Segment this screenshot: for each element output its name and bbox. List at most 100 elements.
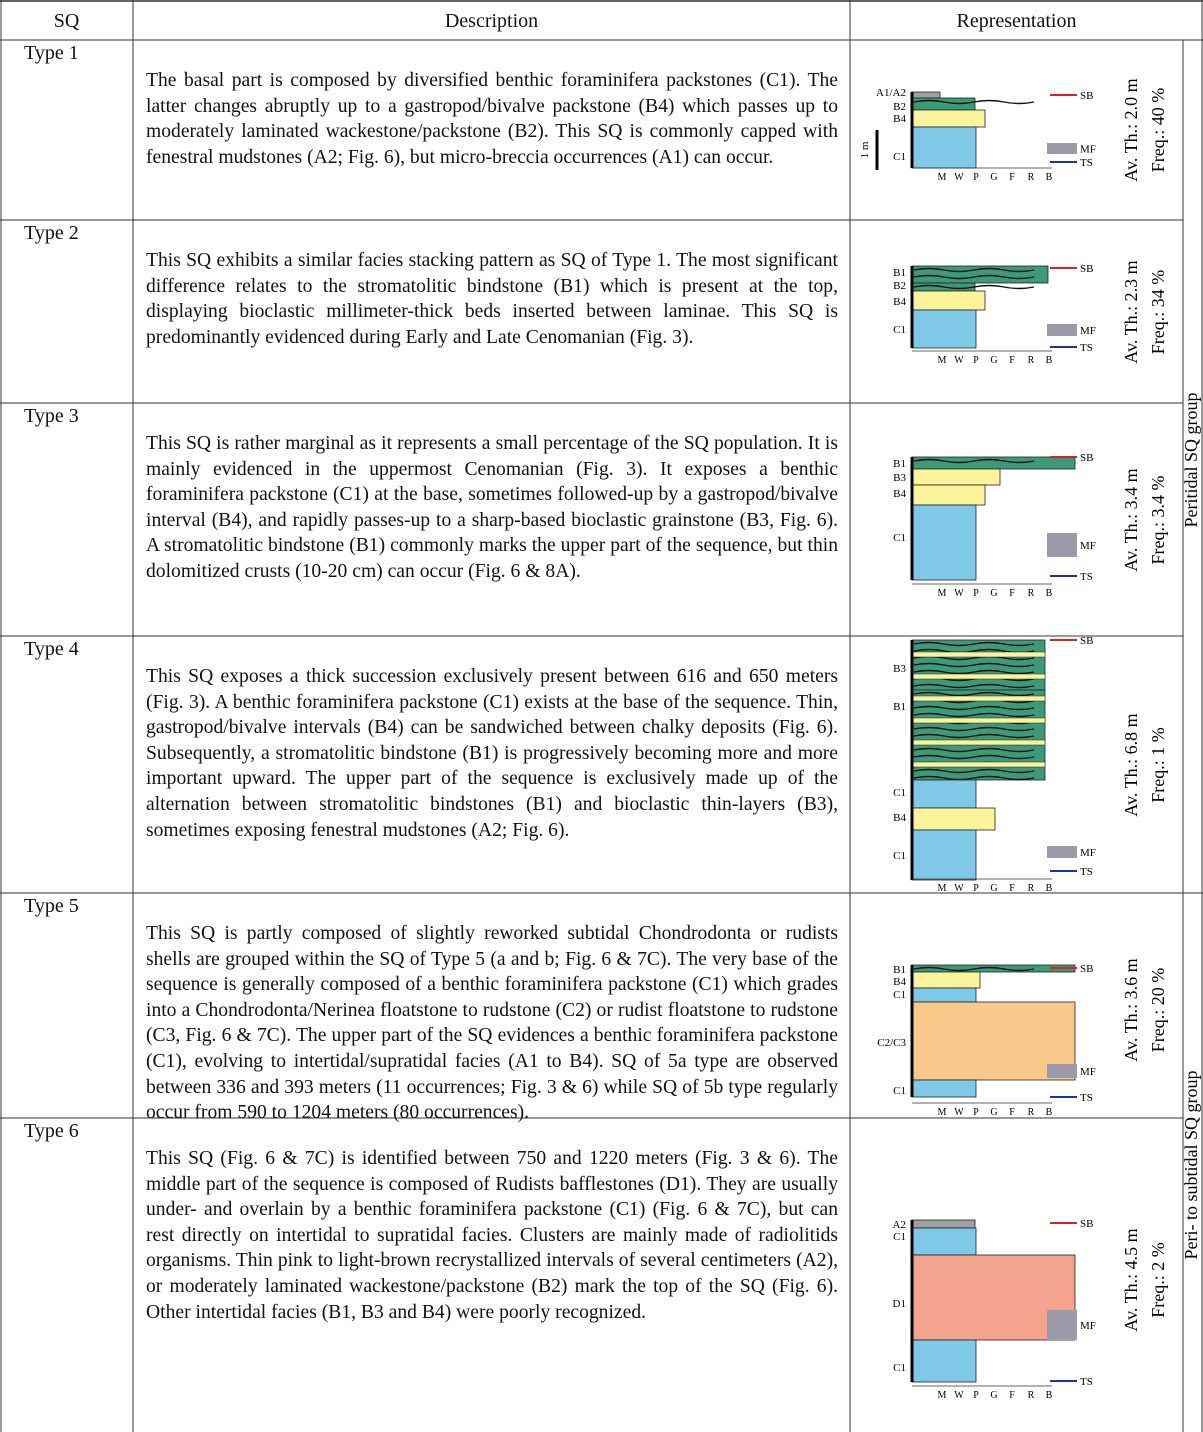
thickness: Av. Th.: 2.0 m [1121, 78, 1141, 181]
sb-label: SB [1080, 263, 1093, 275]
facies-block [911, 91, 941, 99]
axis-letter: B [1046, 355, 1053, 366]
facies-label: A2 [893, 1219, 906, 1231]
axis-letter: F [1009, 355, 1015, 366]
ts-label: TS [1080, 1092, 1093, 1104]
frequency: Freq.: 1 % [1148, 727, 1168, 803]
facies-label: C1 [893, 151, 906, 163]
axis-letter: P [973, 588, 979, 599]
mf-label: MF [1080, 540, 1096, 552]
ts-label: TS [1080, 157, 1093, 169]
lamina [913, 966, 1035, 972]
facies-block [911, 987, 977, 1003]
facies-block [911, 1219, 976, 1229]
thin-layer [911, 695, 1046, 702]
facies-label: B3 [893, 472, 906, 484]
axis-letter: R [1028, 355, 1035, 366]
axis-letter: M [938, 883, 947, 894]
axis-letter: B [1046, 1390, 1053, 1401]
lamina [913, 691, 1035, 697]
facies-label: B4 [893, 812, 906, 824]
group-label: Peritidal SQ group [1181, 393, 1201, 528]
description: This SQ exhibits a similar facies stacki… [146, 250, 838, 348]
facies-label: C1 [893, 787, 906, 799]
facies-block [911, 1339, 977, 1383]
lamina [913, 733, 1035, 739]
ts-label: TS [1080, 342, 1093, 354]
facies-label: B2 [893, 280, 906, 292]
facies-block [911, 309, 977, 349]
facies-block [911, 779, 977, 809]
facies-label: C2/C3 [877, 1037, 906, 1049]
axis-letter: R [1028, 883, 1035, 894]
facies-label: C1 [893, 850, 906, 862]
axis-letter: P [973, 172, 979, 183]
facies-block [911, 1227, 977, 1256]
lamina [913, 458, 1035, 464]
facies-block [911, 971, 981, 989]
frequency: Freq.: 34 % [1148, 270, 1168, 355]
axis-letter: G [990, 355, 997, 366]
lamina [913, 641, 1035, 647]
thin-layer [911, 673, 1046, 680]
mf-box [1047, 1064, 1077, 1078]
lamina [913, 726, 1035, 732]
sb-label: SB [1080, 90, 1093, 102]
lamina [913, 705, 1035, 711]
facies-block [911, 290, 986, 311]
axis-letter: W [954, 172, 964, 183]
sb-label: SB [1080, 963, 1093, 975]
axis-letter: F [1009, 1107, 1015, 1118]
lamina [913, 754, 1035, 760]
mf-box [1047, 533, 1077, 557]
thickness: Av. Th.: 3.6 m [1121, 958, 1141, 1061]
frequency: Freq.: 3.4 % [1148, 476, 1168, 565]
facies-block [911, 456, 1076, 470]
axis-letter: F [1009, 1390, 1015, 1401]
facies-block [911, 126, 977, 169]
lamina [913, 775, 1035, 781]
thin-layer [911, 739, 1046, 746]
axis-letter: B [1046, 172, 1053, 183]
frequency: Freq.: 40 % [1148, 88, 1168, 173]
lamina [913, 99, 1035, 105]
mf-box [1047, 1310, 1077, 1340]
mf-label: MF [1080, 1320, 1096, 1332]
axis-letter: W [954, 883, 964, 894]
ts-label: TS [1080, 571, 1093, 583]
axis-letter: B [1046, 883, 1053, 894]
axis-letter: R [1028, 1390, 1035, 1401]
facies-block [911, 468, 1001, 486]
facies-block [911, 807, 996, 831]
axis-letter: M [938, 1390, 947, 1401]
facies-label: B2 [893, 101, 906, 113]
facies-label: B4 [893, 296, 906, 308]
frequency: Freq.: 2 % [1148, 1242, 1168, 1318]
facies-label: A1/A2 [876, 87, 906, 99]
facies-label: C1 [893, 532, 906, 544]
lamina [913, 662, 1035, 668]
facies-label: B4 [893, 113, 906, 125]
thickness: Av. Th.: 3.4 m [1121, 468, 1141, 571]
sq-label: Type 1 [24, 42, 79, 64]
facies-block [911, 97, 976, 111]
ts-label: TS [1080, 866, 1093, 878]
axis-letter: M [938, 355, 947, 366]
frequency: Freq.: 20 % [1148, 968, 1168, 1053]
thin-layer [911, 761, 1046, 768]
lamina [913, 284, 1035, 290]
axis-letter: G [990, 1390, 997, 1401]
facies-label: B1 [893, 964, 906, 976]
axis-letter: B [1046, 588, 1053, 599]
facies-block [911, 1079, 977, 1098]
facies-block [911, 639, 1046, 691]
facies-block [911, 109, 986, 128]
facies-block [911, 829, 977, 881]
axis-letter: R [1028, 1107, 1035, 1118]
axis-letter: P [973, 1107, 979, 1118]
axis-letter: P [973, 883, 979, 894]
ts-label: TS [1080, 1376, 1093, 1388]
axis-letter: F [1009, 172, 1015, 183]
lamina [913, 274, 1035, 280]
thin-layer [911, 651, 1046, 658]
